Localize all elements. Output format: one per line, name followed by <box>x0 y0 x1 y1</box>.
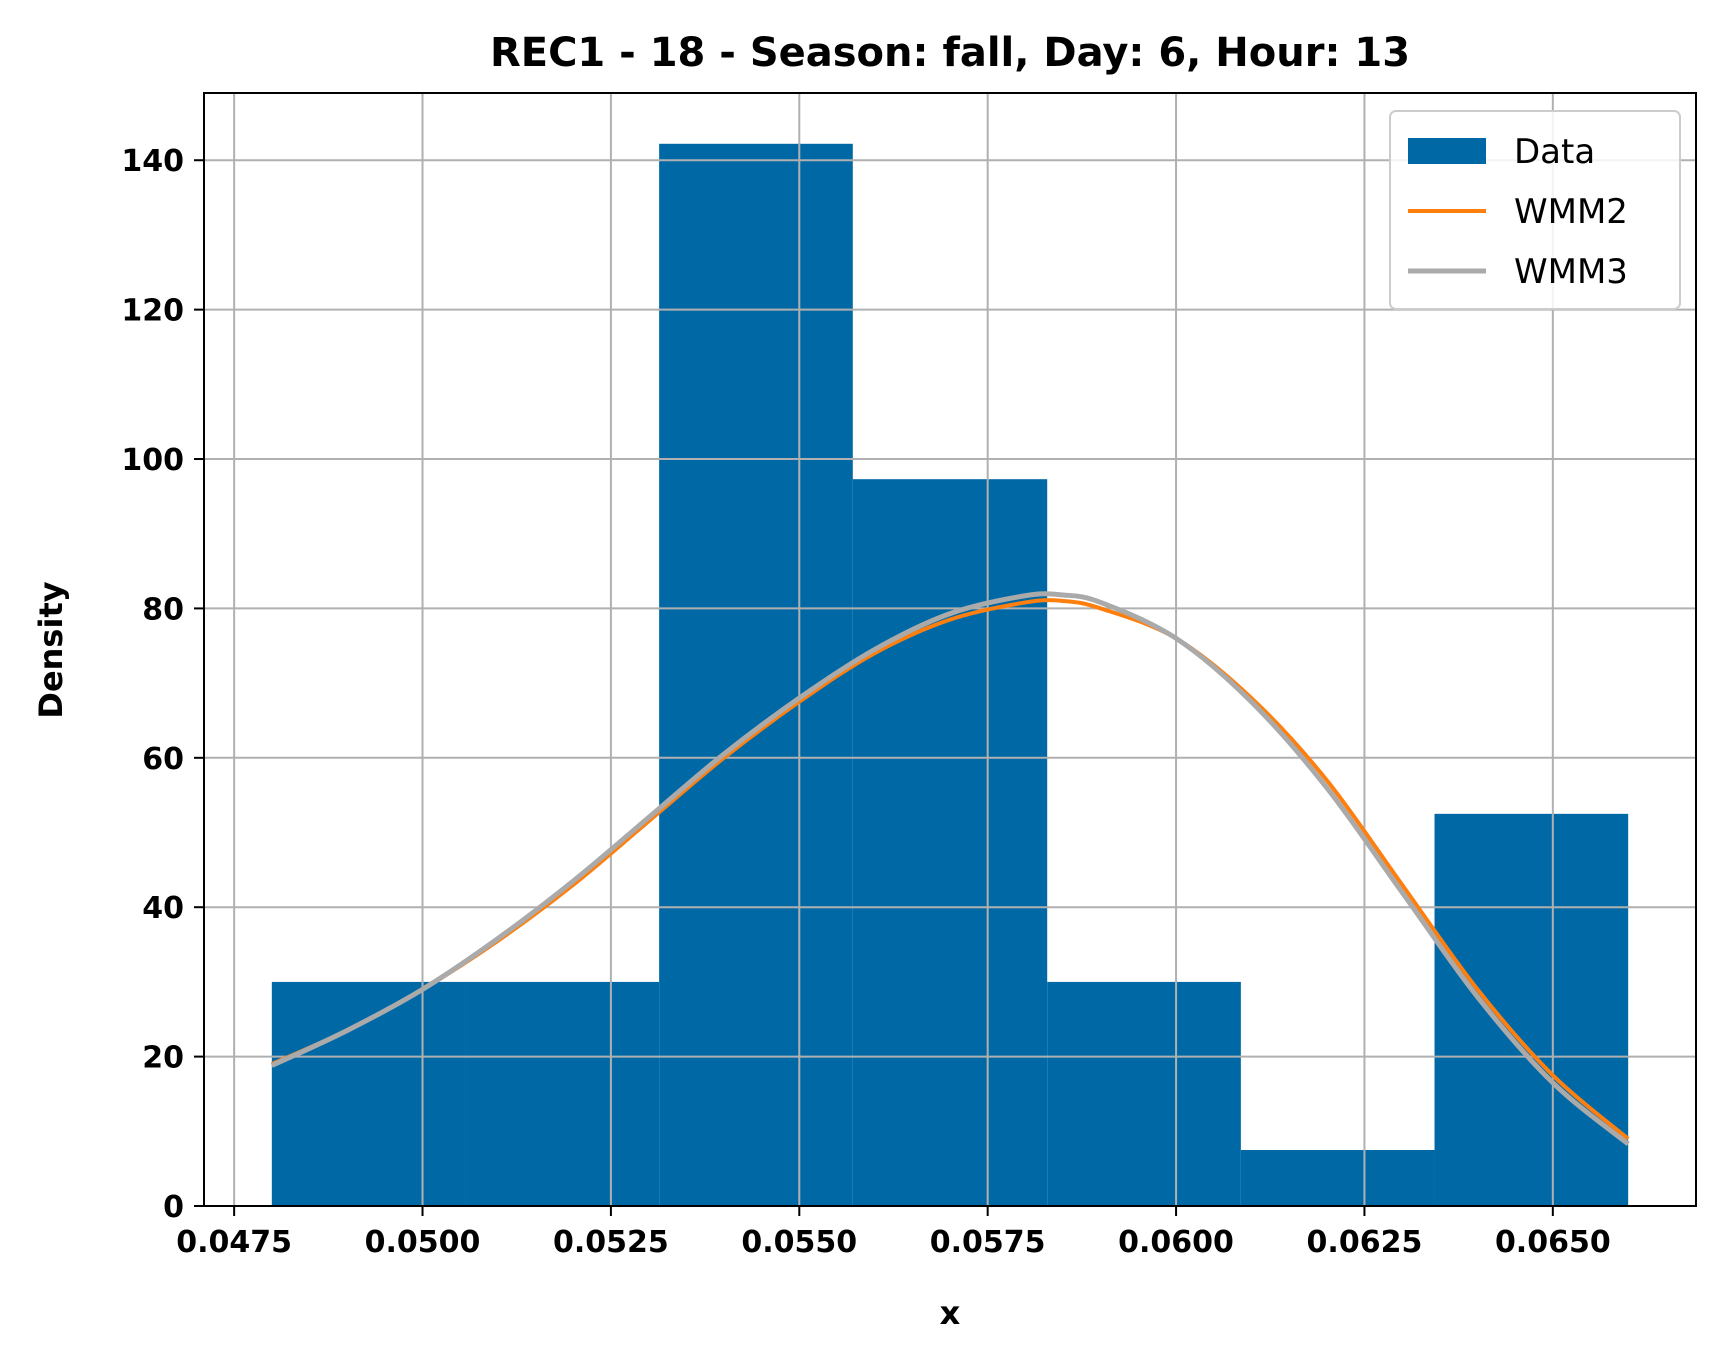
x-tick-label-7: 0.0650 <box>1495 1225 1611 1260</box>
y-tick-label-0: 0 <box>163 1190 184 1225</box>
legend-label-wmm2: WMM2 <box>1514 192 1628 232</box>
y-axis-ticks: 0 20 40 60 80 100 120 140 <box>121 144 204 1225</box>
histogram-bar-6 <box>1434 813 1629 1206</box>
legend: Data WMM2 WMM3 <box>1389 110 1681 310</box>
x-axis-ticks: 0.0475 0.0500 0.0525 0.0550 0.0575 0.0600 0.06… <box>176 1206 1611 1260</box>
legend-label-data: Data <box>1514 132 1595 172</box>
histogram-bars <box>271 143 1629 1206</box>
y-axis-label: Density <box>32 581 70 718</box>
x-tick-label-5: 0.0600 <box>1118 1225 1234 1260</box>
y-tick-label-4: 80 <box>142 592 184 627</box>
fit-lines <box>270 591 1630 1146</box>
x-tick-label-4: 0.0575 <box>930 1225 1046 1260</box>
x-tick-label-1: 0.0500 <box>365 1225 481 1260</box>
y-tick-label-7: 140 <box>121 144 184 179</box>
x-tick-label-2: 0.0525 <box>553 1225 669 1260</box>
histogram-bar-2 <box>659 143 853 1206</box>
legend-swatch-data <box>1408 138 1486 164</box>
x-tick-label-3: 0.0550 <box>741 1225 857 1260</box>
chart-title: REC1 - 18 - Season: fall, Day: 6, Hour: … <box>490 30 1410 76</box>
histogram-bar-1 <box>465 981 660 1206</box>
x-axis-label: x <box>940 1294 961 1332</box>
series-line-wmm3 <box>270 591 1630 1146</box>
legend-label-wmm3: WMM3 <box>1514 252 1628 292</box>
histogram-bar-5 <box>1240 1149 1435 1206</box>
y-tick-label-1: 20 <box>142 1041 184 1076</box>
y-tick-label-2: 40 <box>142 891 184 926</box>
x-tick-label-6: 0.0625 <box>1307 1225 1423 1260</box>
plot-frame <box>203 92 1697 1207</box>
y-tick-label-6: 120 <box>121 294 184 329</box>
y-tick-label-3: 60 <box>142 742 184 777</box>
y-tick-label-5: 100 <box>121 443 184 478</box>
histogram-bar-3 <box>852 479 1048 1206</box>
histogram-bar-4 <box>1047 981 1241 1206</box>
x-tick-label-0: 0.0475 <box>176 1225 292 1260</box>
histogram-bar-0 <box>271 981 466 1206</box>
